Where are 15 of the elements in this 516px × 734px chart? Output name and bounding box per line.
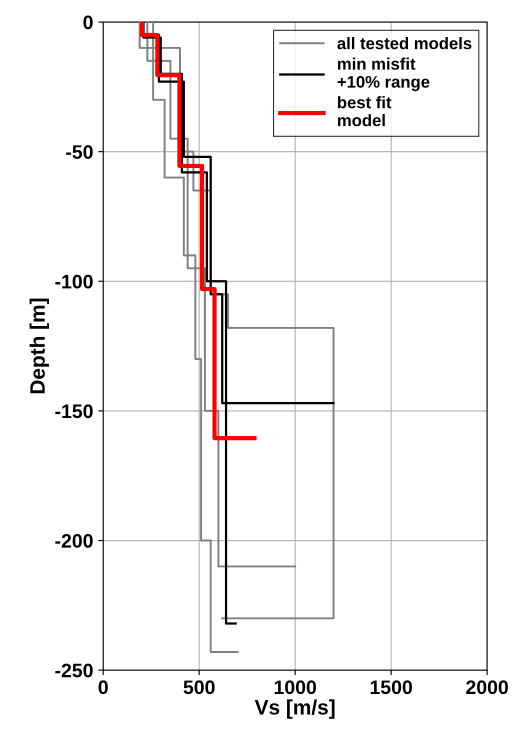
- x-tick-label: 1500: [370, 680, 412, 694]
- x-tick-label: 500: [184, 680, 215, 694]
- y-tick-label: -200: [55, 534, 93, 548]
- y-tick-label: 0: [83, 15, 93, 30]
- y-tick-label: -100: [55, 274, 93, 289]
- legend-label: best fit model: [338, 96, 392, 126]
- y-tick-label: -150: [55, 404, 93, 418]
- y-tick-label: -50: [66, 145, 93, 159]
- x-axis-title: Vs [m/s]: [254, 699, 335, 719]
- legend-label: all tested models: [337, 37, 472, 50]
- y-axis-title: Depth [m]: [30, 298, 50, 394]
- x-tick-label: 0: [98, 680, 108, 694]
- x-tick-label: 1000: [274, 680, 316, 694]
- y-tick-label: -250: [55, 664, 93, 678]
- x-tick-label: 2000: [466, 680, 508, 694]
